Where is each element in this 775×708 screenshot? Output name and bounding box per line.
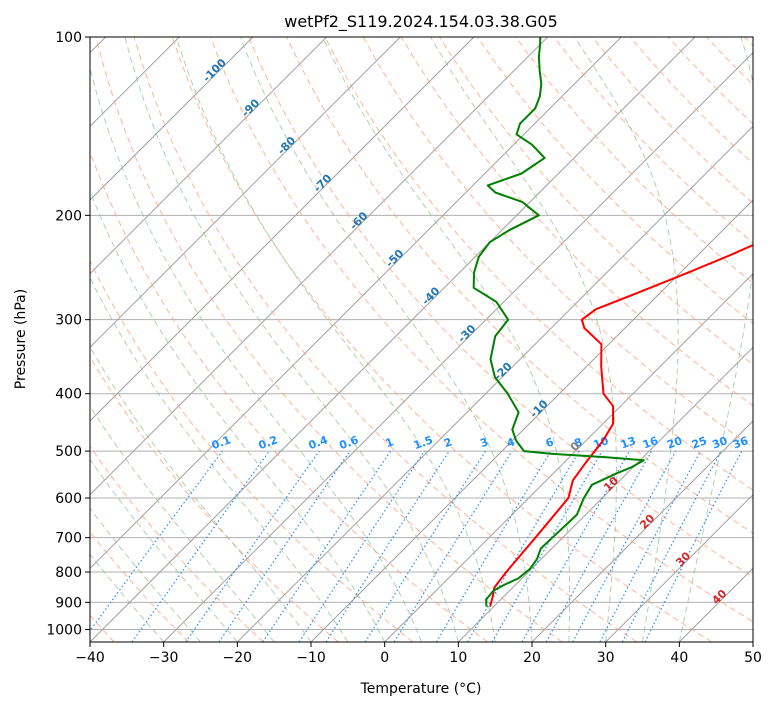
mixing-ratio-label: 1 [384,435,396,450]
moist-adiabat-line [322,37,571,642]
y-tick-label: 700 [55,531,82,547]
chart-title: wetPf2_S119.2024.154.03.38.G05 [284,12,558,32]
isotherm-line [457,346,753,642]
moist-adiabat-line [175,37,496,642]
mixing-ratio-label: 0.2 [257,433,280,452]
mixing-ratio-label: 0.1 [210,433,233,452]
moist-adiabat-line [678,37,753,642]
mixing-ratio-label: 1.5 [412,433,435,452]
x-tick-label: 20 [523,650,541,666]
isotherm-line [605,493,753,642]
y-tick-label: 500 [55,444,82,460]
dry-adiabat-line [210,37,753,623]
x-tick-label: 30 [597,650,615,666]
dry-adiabat-line [286,37,753,534]
x-tick-label: −10 [296,650,326,666]
temperature-profile-line [489,243,753,607]
dry-adiabat-line [171,37,712,642]
isotherm-line [90,37,328,275]
dry-adiabat-line [133,37,638,642]
moist-adiabat-line [90,458,238,642]
moist-adiabat-line [430,37,617,642]
mixing-ratio-line [521,450,631,642]
mixing-ratio-label: 16 [641,434,660,452]
mixing-ratio-label: 0.6 [338,433,361,452]
isotherm-line [163,51,753,642]
x-tick-label: 0 [380,650,389,666]
moist-adiabat-line [90,507,201,642]
isotherm-line [90,37,254,201]
dry-adiabat-line [515,37,753,284]
x-tick-label: 50 [744,650,762,666]
y-tick-label: 900 [55,595,82,611]
isotherm-line [531,420,753,642]
moist-adiabat-line [574,37,679,642]
mixing-ratio-label: 3 [478,435,490,450]
mixing-ratio-line [218,450,351,642]
x-tick-label: 10 [449,650,467,666]
mixing-ratio-line [545,450,653,642]
mixing-ratio-label: 8 [572,435,584,450]
x-tick-label: −40 [75,650,105,666]
x-tick-label: −20 [223,650,253,666]
dry-adiabat-line [95,37,563,642]
mixing-ratio-line [325,450,450,642]
mixing-ratio-label: 0.4 [307,433,330,452]
y-tick-label: 1000 [46,622,82,638]
plot-frame [89,36,754,643]
moist-adiabat-line [90,553,165,642]
mixing-ratio-label: 20 [665,434,684,452]
dry-adiabat-line [248,37,753,578]
moist-adiabat-line [239,37,533,642]
y-tick-label: 600 [55,491,82,507]
mixing-ratio-line [131,450,270,642]
mixing-ratio-line [298,450,425,642]
mixing-ratio-label: 6 [544,435,556,450]
y-tick-label: 200 [55,208,82,224]
moist-adiabat-line [90,189,386,642]
mixing-ratio-line [90,450,223,632]
mixing-ratio-label: 36 [731,434,750,452]
dewpoint-profile-line [472,37,645,607]
y-tick-label: 400 [55,387,82,403]
moist-adiabat-line [124,37,459,642]
dry-adiabat-line [324,37,753,491]
y-tick-label: 800 [55,565,82,581]
mixing-ratio-line [572,450,677,642]
y-tick-label: 100 [55,30,82,46]
dry-adiabat-line [90,445,264,642]
isotherm-line [90,37,401,349]
dry-adiabat-line [90,259,414,642]
mixing-ratio-label: 2 [442,435,454,450]
y-axis-label: Pressure (hPa) [13,289,29,389]
mixing-ratio-line [262,450,392,642]
moist-adiabat-line [90,345,312,642]
mixing-ratio-line [185,450,320,642]
isotherm-line [90,37,475,422]
x-axis-label: Temperature (°C) [360,681,482,697]
mixing-ratio-label: 13 [619,434,638,451]
moist-adiabat-line [90,65,422,642]
mixing-ratio-label: 4 [505,435,517,450]
mixing-ratio-label: 25 [690,434,709,451]
isotherm-line [236,125,753,642]
mixing-ratio-line [393,450,513,642]
mixing-ratio-line [644,450,743,642]
dry-adiabat-line [90,356,339,642]
moist-adiabat-line [90,276,349,642]
mixing-ratio-label: 30 [710,434,729,452]
isotherm-line [90,37,549,496]
x-tick-label: 40 [670,650,688,666]
y-tick-label: 300 [55,313,82,329]
moist-adiabat-line [90,405,275,642]
x-tick-label: −30 [149,650,179,666]
isotherm-line [384,272,753,642]
